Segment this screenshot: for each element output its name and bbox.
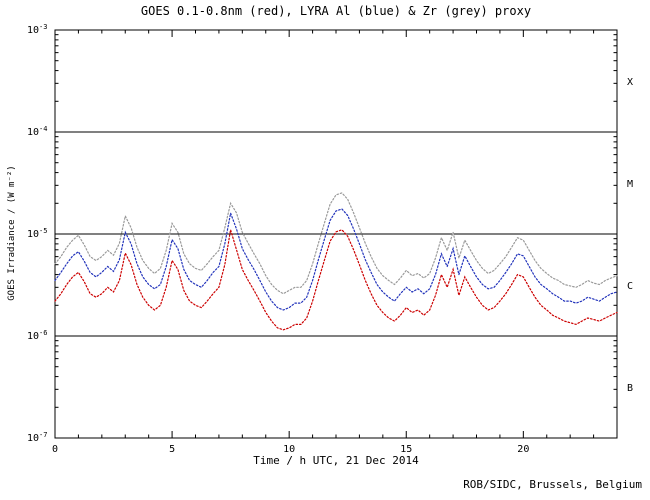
svg-text:C: C	[627, 281, 633, 292]
svg-text:10-7: 10-7	[27, 431, 47, 444]
svg-text:0: 0	[52, 444, 58, 455]
svg-text:10-3: 10-3	[27, 23, 47, 36]
svg-text:M: M	[627, 179, 633, 190]
plot-title: GOES 0.1-0.8nm (red), LYRA Al (blue) & Z…	[140, 4, 532, 18]
x-axis-label: Time / h UTC, 21 Dec 2014	[253, 454, 419, 467]
svg-text:X: X	[627, 77, 633, 88]
svg-text:10-4: 10-4	[27, 125, 47, 138]
svg-text:10: 10	[283, 444, 295, 455]
svg-text:10-6: 10-6	[27, 329, 47, 342]
svg-text:10-5: 10-5	[27, 227, 47, 240]
credit-text: ROB/SIDC, Brussels, Belgium	[463, 478, 642, 491]
svg-text:B: B	[627, 383, 633, 394]
svg-text:15: 15	[400, 444, 412, 455]
y-axis-label: GOES Irradiance / (W m⁻²)	[7, 165, 17, 301]
svg-text:20: 20	[517, 444, 529, 455]
svg-text:5: 5	[169, 444, 175, 455]
